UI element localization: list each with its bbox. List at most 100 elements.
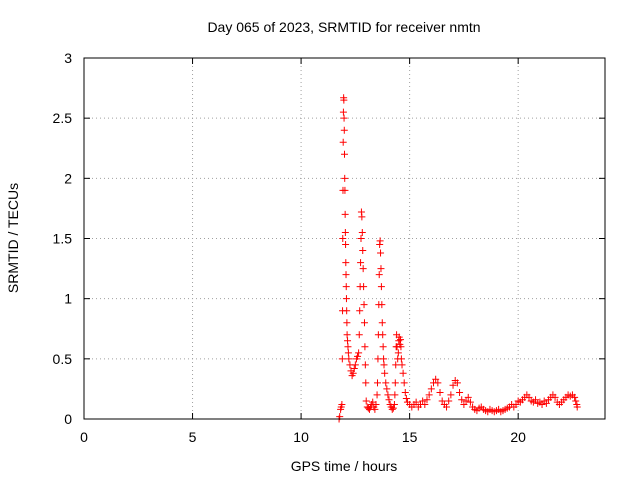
data-point — [362, 397, 370, 405]
x-tick-label: 0 — [80, 429, 88, 445]
data-point — [427, 385, 435, 393]
y-tick-label: 2.5 — [53, 110, 73, 126]
data-point — [351, 361, 359, 369]
data-point — [438, 397, 446, 405]
data-point — [400, 379, 408, 387]
data-point — [339, 138, 347, 146]
data-point — [434, 379, 442, 387]
data-point — [355, 331, 363, 339]
axis-ticks: 0 5 10 15 20 0 0.5 1 1.5 2 2.5 3 — [53, 50, 605, 445]
data-point — [512, 401, 520, 409]
data-point — [345, 355, 353, 363]
data-point — [397, 355, 405, 363]
data-point — [372, 401, 380, 409]
data-point — [341, 174, 349, 182]
y-tick-label: 0 — [64, 411, 72, 427]
data-point — [344, 337, 352, 345]
data-point — [377, 283, 385, 291]
data-point — [362, 379, 370, 387]
data-point — [421, 401, 429, 409]
data-point — [361, 361, 369, 369]
x-tick-label: 15 — [402, 429, 418, 445]
data-point — [371, 405, 379, 413]
data-point — [349, 369, 357, 377]
data-point — [425, 391, 433, 399]
data-point — [402, 395, 410, 403]
data-point — [339, 108, 347, 116]
data-point — [354, 352, 362, 360]
data-point — [381, 369, 389, 377]
data-point — [419, 397, 427, 405]
x-axis-label: GPS time / hours — [291, 458, 398, 474]
y-tick-label: 1.5 — [53, 231, 73, 247]
data-point — [343, 331, 351, 339]
y-tick-label: 2 — [64, 170, 72, 186]
x-tick-label: 10 — [293, 429, 309, 445]
data-point — [340, 96, 348, 104]
data-point — [343, 307, 351, 315]
data-point — [340, 126, 348, 134]
data-point — [456, 389, 464, 397]
data-point — [344, 343, 352, 351]
data-point — [525, 393, 533, 401]
data-point — [357, 235, 365, 242]
data-point — [358, 213, 366, 221]
data-point — [380, 361, 388, 369]
y-axis-label: SRMTID / TECUs — [5, 183, 21, 293]
data-point — [378, 301, 386, 309]
data-point — [573, 403, 581, 411]
data-point — [464, 393, 472, 401]
data-series — [335, 94, 581, 423]
data-point — [339, 235, 347, 242]
data-point — [436, 389, 444, 397]
data-point — [412, 398, 420, 406]
data-point — [392, 361, 400, 369]
data-point — [397, 336, 405, 344]
y-tick-label: 0.5 — [53, 351, 73, 367]
data-point — [338, 355, 346, 363]
data-point — [401, 389, 409, 397]
data-point — [377, 265, 385, 273]
data-point — [383, 385, 391, 393]
data-point — [385, 396, 393, 404]
y-tick-label: 1 — [64, 291, 72, 307]
data-point — [449, 381, 457, 389]
data-point — [462, 397, 470, 405]
data-point — [360, 283, 368, 291]
data-point — [398, 361, 406, 369]
data-point — [391, 391, 399, 399]
plot-frame — [83, 57, 606, 420]
data-point — [394, 349, 402, 357]
data-point — [572, 397, 580, 405]
data-point — [342, 283, 350, 291]
data-point — [391, 379, 399, 387]
data-point — [423, 396, 431, 404]
data-point — [341, 186, 349, 194]
data-point — [342, 271, 350, 279]
data-point — [388, 405, 396, 413]
data-point — [376, 237, 384, 245]
data-point — [460, 401, 468, 409]
data-point — [447, 391, 455, 399]
data-point — [453, 379, 461, 387]
data-point — [342, 295, 350, 303]
data-point — [358, 228, 366, 236]
x-tick-label: 20 — [510, 429, 526, 445]
data-point — [341, 210, 349, 218]
data-point — [360, 319, 368, 327]
data-point — [380, 355, 388, 363]
data-point — [542, 399, 550, 407]
data-point — [382, 379, 390, 387]
y-tick-label: 3 — [64, 50, 72, 66]
data-point — [350, 364, 358, 372]
data-point — [343, 319, 351, 327]
data-point — [551, 393, 559, 401]
data-point — [538, 401, 546, 409]
data-point — [341, 150, 348, 158]
data-point — [359, 247, 367, 255]
data-point — [399, 369, 407, 377]
data-point — [341, 228, 349, 236]
data-point — [375, 271, 383, 279]
x-tick-label: 5 — [189, 429, 197, 445]
data-point — [532, 396, 540, 404]
